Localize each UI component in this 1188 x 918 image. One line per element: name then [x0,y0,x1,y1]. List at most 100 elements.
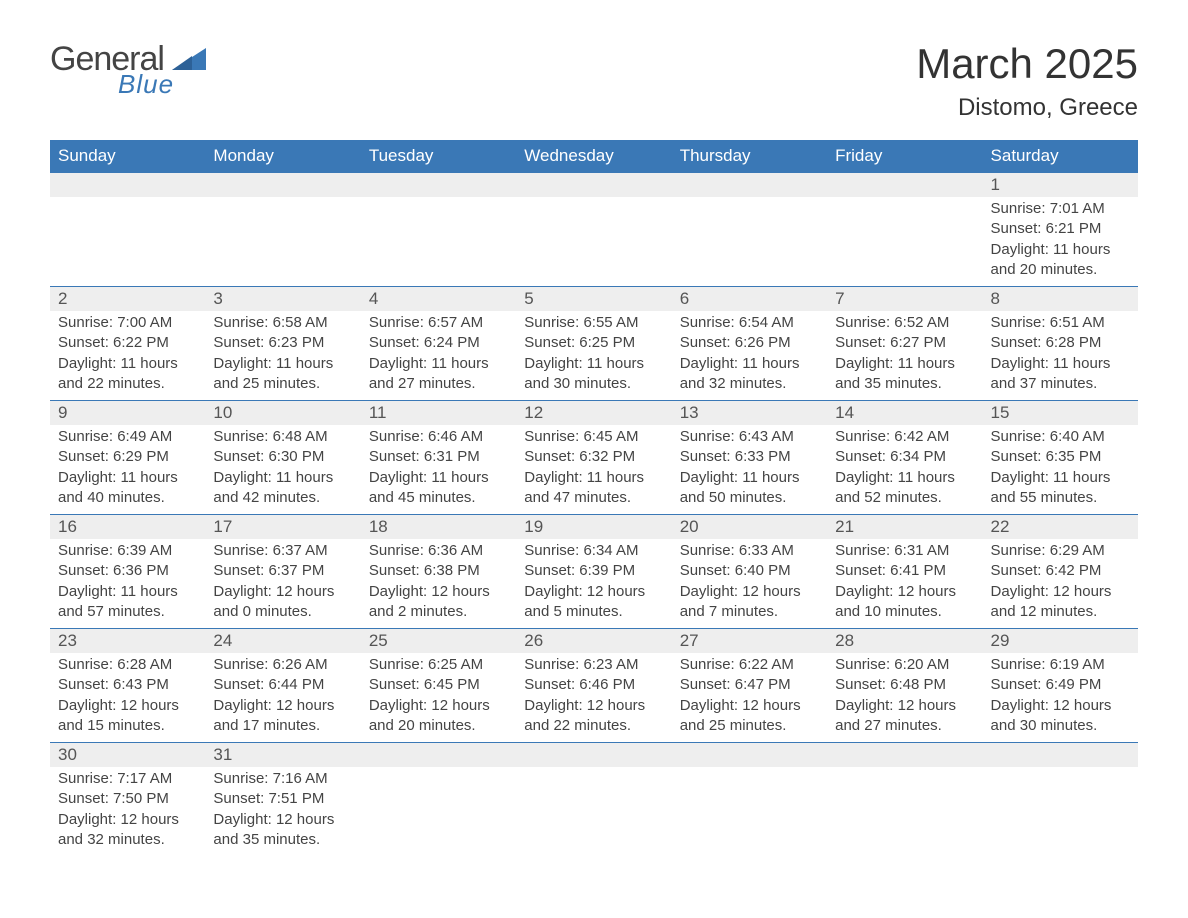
day-number-bar: 9 [50,401,205,425]
sunset-line: Sunset: 6:25 PM [524,333,663,353]
calendar-day-cell [983,743,1138,857]
day-details: Sunrise: 6:34 AMSunset: 6:39 PMDaylight:… [524,539,663,622]
daylight-line-2: and 25 minutes. [680,716,819,736]
sunset-line: Sunset: 6:48 PM [835,675,974,695]
daylight-line-2: and 20 minutes. [369,716,508,736]
daylight-line-2: and 10 minutes. [835,602,974,622]
day-details: Sunrise: 6:49 AMSunset: 6:29 PMDaylight:… [58,425,197,508]
calendar-day-cell: 29Sunrise: 6:19 AMSunset: 6:49 PMDayligh… [983,629,1138,743]
daylight-line-2: and 7 minutes. [680,602,819,622]
daylight-line-1: Daylight: 11 hours [213,468,352,488]
daylight-line-2: and 22 minutes. [58,374,197,394]
daylight-line-2: and 45 minutes. [369,488,508,508]
day-header-row: Sunday Monday Tuesday Wednesday Thursday… [50,140,1138,173]
day-number-bar: 21 [827,515,982,539]
daylight-line-1: Daylight: 11 hours [58,354,197,374]
day-header: Saturday [983,140,1138,173]
day-number-bar: 12 [516,401,671,425]
calendar-day-cell: 8Sunrise: 6:51 AMSunset: 6:28 PMDaylight… [983,287,1138,401]
calendar-day-cell [672,743,827,857]
sunrise-line: Sunrise: 6:22 AM [680,655,819,675]
day-number-bar [516,173,671,197]
calendar-day-cell: 20Sunrise: 6:33 AMSunset: 6:40 PMDayligh… [672,515,827,629]
day-number-bar: 1 [983,173,1138,197]
sunset-line: Sunset: 6:29 PM [58,447,197,467]
calendar-day-cell: 24Sunrise: 6:26 AMSunset: 6:44 PMDayligh… [205,629,360,743]
daylight-line-1: Daylight: 12 hours [835,696,974,716]
calendar-day-cell: 5Sunrise: 6:55 AMSunset: 6:25 PMDaylight… [516,287,671,401]
calendar-day-cell: 15Sunrise: 6:40 AMSunset: 6:35 PMDayligh… [983,401,1138,515]
day-number-bar [672,743,827,767]
day-number-bar: 18 [361,515,516,539]
calendar-day-cell [827,743,982,857]
day-number-bar: 29 [983,629,1138,653]
day-details: Sunrise: 6:37 AMSunset: 6:37 PMDaylight:… [213,539,352,622]
day-header: Monday [205,140,360,173]
calendar-day-cell [361,173,516,287]
calendar-day-cell: 4Sunrise: 6:57 AMSunset: 6:24 PMDaylight… [361,287,516,401]
sunset-line: Sunset: 6:36 PM [58,561,197,581]
day-details: Sunrise: 6:57 AMSunset: 6:24 PMDaylight:… [369,311,508,394]
daylight-line-1: Daylight: 12 hours [680,582,819,602]
sunrise-line: Sunrise: 6:39 AM [58,541,197,561]
sunset-line: Sunset: 6:30 PM [213,447,352,467]
day-details: Sunrise: 6:51 AMSunset: 6:28 PMDaylight:… [991,311,1130,394]
daylight-line-1: Daylight: 11 hours [991,240,1130,260]
calendar-day-cell: 30Sunrise: 7:17 AMSunset: 7:50 PMDayligh… [50,743,205,857]
day-details: Sunrise: 6:42 AMSunset: 6:34 PMDaylight:… [835,425,974,508]
day-details: Sunrise: 6:54 AMSunset: 6:26 PMDaylight:… [680,311,819,394]
sunrise-line: Sunrise: 7:17 AM [58,769,197,789]
day-number-bar: 30 [50,743,205,767]
day-number-bar: 3 [205,287,360,311]
daylight-line-1: Daylight: 11 hours [524,354,663,374]
calendar-day-cell: 7Sunrise: 6:52 AMSunset: 6:27 PMDaylight… [827,287,982,401]
day-number-bar: 22 [983,515,1138,539]
day-number-bar [983,743,1138,767]
sunset-line: Sunset: 6:22 PM [58,333,197,353]
sunrise-line: Sunrise: 6:36 AM [369,541,508,561]
daylight-line-1: Daylight: 11 hours [680,354,819,374]
month-title: March 2025 [916,40,1138,88]
day-number-bar: 26 [516,629,671,653]
daylight-line-1: Daylight: 12 hours [58,696,197,716]
daylight-line-1: Daylight: 11 hours [524,468,663,488]
calendar-day-cell: 31Sunrise: 7:16 AMSunset: 7:51 PMDayligh… [205,743,360,857]
sunset-line: Sunset: 6:35 PM [991,447,1130,467]
daylight-line-2: and 57 minutes. [58,602,197,622]
day-number-bar [361,173,516,197]
calendar-week-row: 30Sunrise: 7:17 AMSunset: 7:50 PMDayligh… [50,743,1138,857]
daylight-line-2: and 32 minutes. [58,830,197,850]
calendar-week-row: 2Sunrise: 7:00 AMSunset: 6:22 PMDaylight… [50,287,1138,401]
sunset-line: Sunset: 6:26 PM [680,333,819,353]
calendar-day-cell: 12Sunrise: 6:45 AMSunset: 6:32 PMDayligh… [516,401,671,515]
daylight-line-1: Daylight: 12 hours [213,696,352,716]
daylight-line-2: and 55 minutes. [991,488,1130,508]
daylight-line-2: and 2 minutes. [369,602,508,622]
calendar-week-row: 23Sunrise: 6:28 AMSunset: 6:43 PMDayligh… [50,629,1138,743]
daylight-line-2: and 15 minutes. [58,716,197,736]
sunset-line: Sunset: 6:43 PM [58,675,197,695]
calendar-week-row: 1Sunrise: 7:01 AMSunset: 6:21 PMDaylight… [50,173,1138,287]
daylight-line-1: Daylight: 11 hours [835,468,974,488]
day-details: Sunrise: 6:36 AMSunset: 6:38 PMDaylight:… [369,539,508,622]
calendar-day-cell: 13Sunrise: 6:43 AMSunset: 6:33 PMDayligh… [672,401,827,515]
daylight-line-1: Daylight: 11 hours [58,582,197,602]
day-details: Sunrise: 6:46 AMSunset: 6:31 PMDaylight:… [369,425,508,508]
daylight-line-2: and 42 minutes. [213,488,352,508]
sunrise-line: Sunrise: 6:40 AM [991,427,1130,447]
daylight-line-1: Daylight: 11 hours [991,468,1130,488]
day-number-bar: 27 [672,629,827,653]
calendar-day-cell: 14Sunrise: 6:42 AMSunset: 6:34 PMDayligh… [827,401,982,515]
sunrise-line: Sunrise: 6:28 AM [58,655,197,675]
daylight-line-1: Daylight: 12 hours [680,696,819,716]
daylight-line-2: and 20 minutes. [991,260,1130,280]
calendar-day-cell [50,173,205,287]
calendar-day-cell: 23Sunrise: 6:28 AMSunset: 6:43 PMDayligh… [50,629,205,743]
day-number-bar: 23 [50,629,205,653]
sunset-line: Sunset: 6:47 PM [680,675,819,695]
calendar-day-cell: 1Sunrise: 7:01 AMSunset: 6:21 PMDaylight… [983,173,1138,287]
calendar-day-cell: 22Sunrise: 6:29 AMSunset: 6:42 PMDayligh… [983,515,1138,629]
sunrise-line: Sunrise: 6:34 AM [524,541,663,561]
daylight-line-1: Daylight: 11 hours [991,354,1130,374]
sunrise-line: Sunrise: 6:20 AM [835,655,974,675]
